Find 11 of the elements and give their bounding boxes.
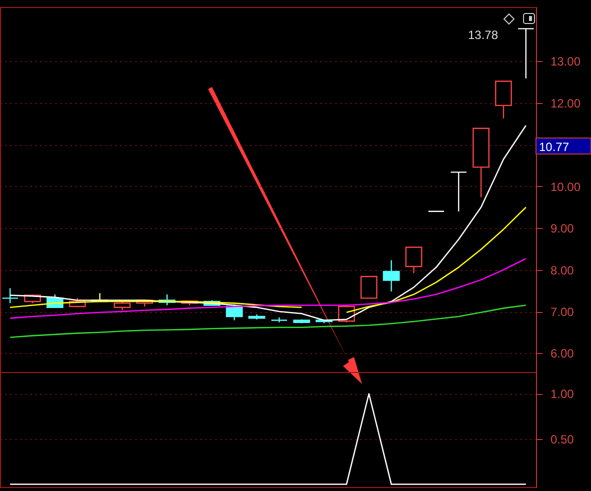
y-tick-label: 8.00 (550, 263, 574, 278)
y-tick-label: 13.00 (550, 54, 581, 69)
y-tick-label: 10.00 (550, 180, 581, 194)
y-tick-label: 6.00 (550, 346, 574, 361)
text: 10.77 (539, 140, 570, 154)
y-tick-label: 12.00 (550, 96, 581, 110)
y-tick-label: 1.00 (550, 387, 574, 402)
y-tick-label: 9.00 (550, 222, 574, 236)
annotation: 13.78 (468, 28, 498, 42)
y-tick-label: 7.00 (550, 305, 574, 320)
y-tick-label: 0.50 (550, 432, 574, 447)
